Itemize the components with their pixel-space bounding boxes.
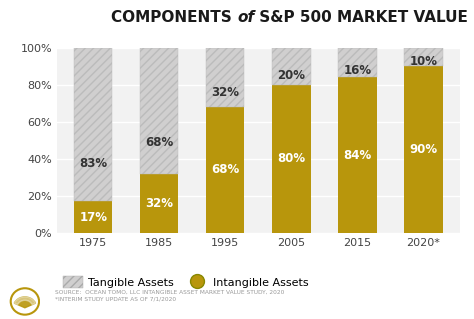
Text: 20%: 20% — [277, 69, 305, 82]
Bar — [206, 107, 245, 233]
Text: 90%: 90% — [410, 143, 438, 156]
Text: S&P 500 MARKET VALUE: S&P 500 MARKET VALUE — [254, 10, 468, 25]
Bar — [404, 48, 443, 66]
Text: 32%: 32% — [211, 86, 239, 99]
Bar — [338, 78, 376, 233]
Bar — [272, 85, 310, 233]
Bar — [206, 48, 245, 107]
Wedge shape — [14, 297, 36, 305]
Bar — [74, 48, 112, 201]
Legend: Tangible Assets, Intangible Assets: Tangible Assets, Intangible Assets — [58, 272, 313, 293]
Text: 32%: 32% — [145, 197, 173, 210]
Text: 68%: 68% — [145, 136, 173, 149]
Text: 17%: 17% — [79, 211, 107, 224]
Bar — [140, 174, 178, 233]
Text: 16%: 16% — [343, 63, 372, 77]
Text: COMPONENTS: COMPONENTS — [111, 10, 237, 25]
Bar — [338, 48, 376, 78]
Text: 10%: 10% — [410, 55, 438, 68]
Bar — [404, 66, 443, 233]
Text: of: of — [237, 10, 254, 25]
Text: 68%: 68% — [211, 163, 239, 176]
Text: 83%: 83% — [79, 157, 107, 169]
Wedge shape — [14, 297, 36, 308]
Text: 80%: 80% — [277, 152, 305, 165]
Bar — [272, 48, 310, 85]
Bar — [140, 48, 178, 174]
Bar — [74, 201, 112, 233]
Text: SOURCE:  OCEAN TOMO, LLC INTANGIBLE ASSET MARKET VALUE STUDY, 2020
*INTERIM STUD: SOURCE: OCEAN TOMO, LLC INTANGIBLE ASSET… — [55, 290, 284, 301]
Text: 84%: 84% — [343, 149, 372, 162]
